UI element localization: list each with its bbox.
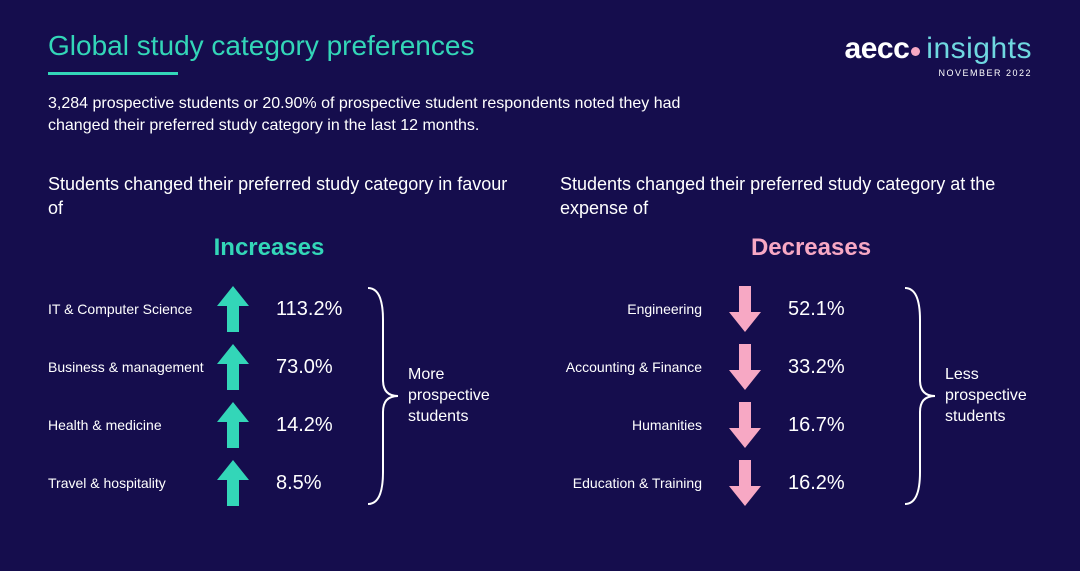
value-label: 73.0%: [258, 356, 348, 379]
decreases-column: Students changed their preferred study c…: [560, 172, 1032, 513]
increases-rows: IT & Computer Science 113.2% Business & …: [48, 280, 520, 512]
category-label: Business & management: [48, 359, 208, 375]
brand-dot-icon: [911, 47, 920, 56]
category-label: Engineering: [560, 301, 720, 317]
increases-label: Increases: [48, 234, 520, 262]
value-label: 16.7%: [770, 414, 860, 437]
up-arrow-icon: [208, 402, 258, 448]
up-arrow-icon: [208, 460, 258, 506]
up-arrow-icon: [208, 286, 258, 332]
decreases-heading: Students changed their preferred study c…: [560, 172, 1032, 221]
value-label: 33.2%: [770, 356, 860, 379]
brand-name-2: insights: [926, 32, 1032, 66]
brace-label: More prospective students: [408, 365, 518, 427]
up-arrow-icon: [208, 344, 258, 390]
value-label: 16.2%: [770, 472, 860, 495]
brace-icon: [900, 280, 940, 512]
brace-icon: [363, 280, 403, 512]
title-underline: [48, 72, 178, 75]
brand-date: NOVEMBER 2022: [845, 68, 1032, 78]
increases-column: Students changed their preferred study c…: [48, 172, 520, 513]
page-title: Global study category preferences: [48, 30, 845, 62]
decreases-label: Decreases: [560, 234, 1032, 262]
category-label: Health & medicine: [48, 417, 208, 433]
subtitle: 3,284 prospective students or 20.90% of …: [48, 93, 688, 138]
value-label: 14.2%: [258, 414, 348, 437]
category-label: Accounting & Finance: [560, 359, 720, 375]
category-label: Humanities: [560, 417, 720, 433]
value-label: 113.2%: [258, 298, 348, 321]
value-label: 52.1%: [770, 298, 860, 321]
brand-block: aecc insights NOVEMBER 2022: [845, 30, 1032, 78]
decreases-rows: Engineering 52.1% Accounting & Finance 3…: [560, 280, 1032, 512]
increases-heading: Students changed their preferred study c…: [48, 172, 520, 221]
category-label: Education & Training: [560, 475, 720, 491]
header: Global study category preferences 3,284 …: [48, 30, 1032, 138]
brace-label: Less prospective students: [945, 365, 1055, 427]
decrease-row: Engineering 52.1%: [560, 280, 1032, 338]
decrease-row: Education & Training 16.2%: [560, 454, 1032, 512]
increase-row: Travel & hospitality 8.5%: [48, 454, 520, 512]
down-arrow-icon: [720, 286, 770, 332]
down-arrow-icon: [720, 460, 770, 506]
brand-name-1: aecc: [845, 32, 921, 66]
category-label: IT & Computer Science: [48, 301, 208, 317]
increase-row: IT & Computer Science 113.2%: [48, 280, 520, 338]
value-label: 8.5%: [258, 472, 348, 495]
down-arrow-icon: [720, 344, 770, 390]
category-label: Travel & hospitality: [48, 475, 208, 491]
down-arrow-icon: [720, 402, 770, 448]
